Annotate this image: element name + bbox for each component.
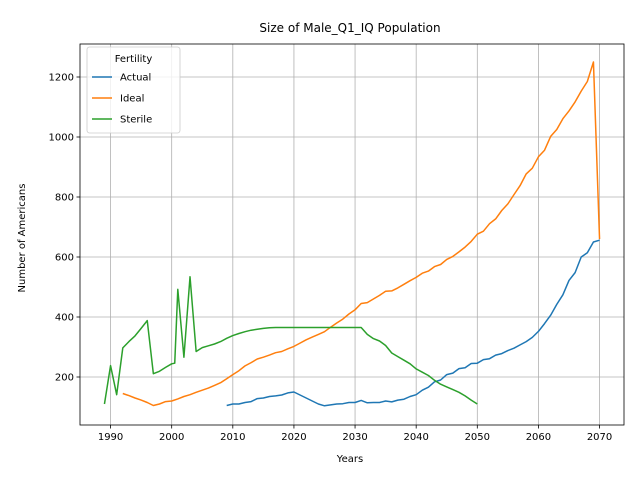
chart-title: Size of Male_Q1_IQ Population <box>259 21 440 35</box>
y-tick-label: 1000 <box>49 133 74 144</box>
x-axis-label: Years <box>336 454 363 465</box>
x-tick-label: 1990 <box>98 432 123 443</box>
y-tick-label: 400 <box>55 313 74 324</box>
x-tick-label: 2040 <box>403 432 428 443</box>
x-tick-label: 2020 <box>281 432 306 443</box>
legend-box <box>86 46 181 134</box>
legend-entry-ideal: Ideal <box>120 94 144 105</box>
legend: Fertility Actual Ideal Sterile <box>86 46 181 134</box>
series-line-ideal <box>122 61 601 407</box>
x-tick-label: 2010 <box>220 432 245 443</box>
x-tick-label: 2030 <box>342 432 367 443</box>
series-lines <box>103 61 601 407</box>
y-tick-label: 200 <box>55 373 74 384</box>
y-tick-label: 800 <box>55 193 74 204</box>
legend-entry-sterile: Sterile <box>120 115 152 126</box>
legend-entry-actual: Actual <box>120 73 151 84</box>
y-axis-label: Number of Americans <box>17 184 28 293</box>
plot-frame <box>79 43 625 426</box>
x-axis-ticks: 1990 2000 2010 2020 2030 2040 2050 2060 2070 <box>98 425 612 443</box>
x-tick-label: 2070 <box>587 432 612 443</box>
y-axis-ticks: 200 400 600 800 1000 1200 <box>49 73 80 384</box>
y-tick-label: 600 <box>55 253 74 264</box>
series-line-actual <box>226 239 600 407</box>
x-tick-label: 2000 <box>159 432 184 443</box>
grid-lines <box>80 44 624 425</box>
x-tick-label: 2050 <box>465 432 490 443</box>
series-line-sterile <box>103 276 478 405</box>
legend-title: Fertility <box>115 54 153 65</box>
y-tick-label: 1200 <box>49 73 74 84</box>
x-tick-label: 2060 <box>526 432 551 443</box>
